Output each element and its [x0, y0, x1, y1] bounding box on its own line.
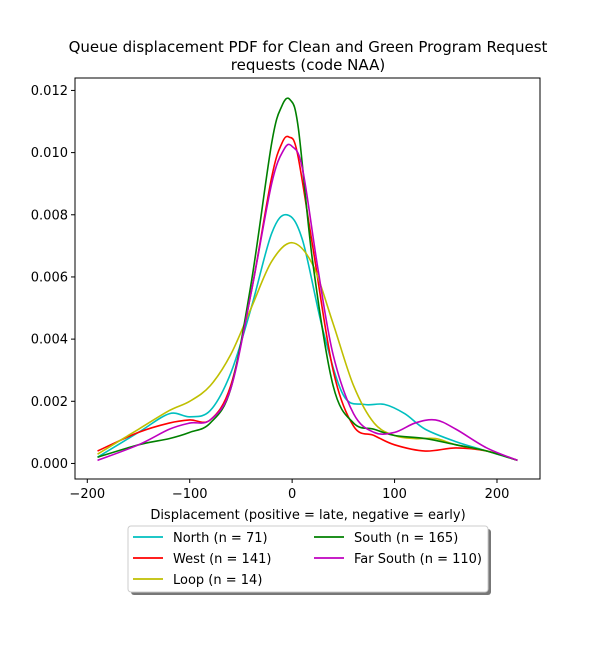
- y-tick-label: 0.010: [31, 146, 68, 161]
- legend-label: West (n = 141): [173, 552, 271, 567]
- y-tick-label: 0.006: [31, 270, 68, 285]
- series-line-0: [97, 213, 518, 462]
- x-tick-label: 0: [288, 487, 296, 502]
- series-layer: [97, 97, 518, 462]
- y-tick-label: 0.000: [31, 457, 68, 472]
- plot-area: [75, 78, 540, 479]
- y-tick-label: 0.002: [31, 395, 68, 410]
- x-axis-label: Displacement (positive = late, negative …: [150, 508, 465, 523]
- chart-title-line-1: Queue displacement PDF for Clean and Gre…: [69, 38, 548, 56]
- plot-frame: [74, 77, 541, 480]
- y-tick-label: 0.004: [31, 333, 68, 348]
- legend-box: [127, 525, 489, 593]
- chart-title-line-2: requests (code NAA): [231, 56, 385, 74]
- y-axis: 0.000 0.002 0.004 0.006 0.008 0.010 0.012: [31, 84, 75, 472]
- legend: North (n = 71) West (n = 141) Loop (n = 14…: [127, 525, 491, 595]
- y-tick-label: 0.012: [31, 84, 68, 99]
- x-tick-label: −100: [172, 487, 208, 502]
- chart-title: Queue displacement PDF for Clean and Gre…: [69, 38, 548, 74]
- series-line-4: [97, 143, 518, 462]
- legend-label: North (n = 71): [173, 531, 268, 546]
- x-tick-label: 100: [382, 487, 407, 502]
- legend-label: Far South (n = 110): [354, 552, 482, 567]
- legend-label: South (n = 165): [354, 531, 458, 546]
- x-tick-label: −200: [69, 487, 105, 502]
- series-line-1: [97, 135, 518, 462]
- series-line-3: [97, 97, 518, 462]
- legend-label: Loop (n = 14): [173, 573, 262, 588]
- x-axis: −200 −100 0 100 200: [69, 479, 509, 502]
- y-tick-label: 0.008: [31, 208, 68, 223]
- legend-items: North (n = 71) West (n = 141) Loop (n = 14…: [133, 531, 482, 588]
- x-tick-label: 200: [485, 487, 510, 502]
